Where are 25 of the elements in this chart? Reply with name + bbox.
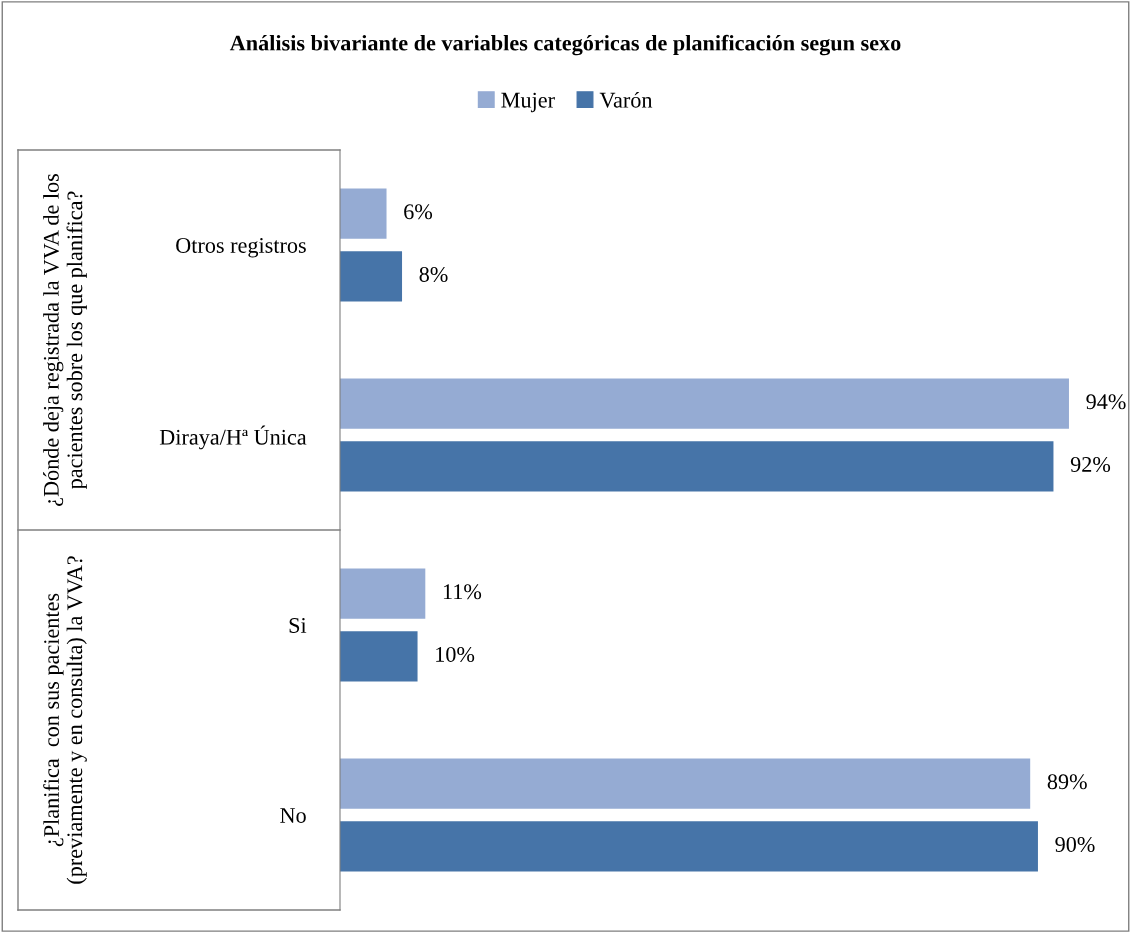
data-label: 6%	[404, 204, 433, 220]
bar	[340, 631, 418, 682]
bar	[340, 378, 1069, 429]
bar	[340, 251, 403, 302]
legend-label: Varón	[599, 91, 653, 108]
text: ¿Dónde deja registrada la VVA de los pacientes sobre los que planifica?	[43, 173, 87, 506]
data-label: 10%	[436, 646, 475, 662]
legend-label: Mujer	[501, 92, 555, 113]
data-label: 94%	[1086, 394, 1126, 410]
bar	[340, 441, 1054, 492]
data-label: 11%	[443, 584, 482, 600]
bar	[340, 568, 426, 619]
text: ¿Planifica con sus pacientes (previamente y en consulta) la VVA?	[43, 556, 87, 884]
y-tick-label: Otros registros	[176, 237, 306, 258]
bar	[340, 188, 387, 239]
y-tick-label: Diraya/Hª Única	[159, 425, 307, 450]
chart-title: Análisis bivariante de variables categóricas de planificación segun sexo	[229, 34, 901, 56]
bar	[340, 758, 1031, 809]
y-tick-label: No	[280, 808, 306, 823]
data-label: 89%	[1047, 774, 1087, 790]
bar	[340, 821, 1038, 872]
data-label: 8%	[419, 266, 448, 282]
data-label: 90%	[1055, 836, 1095, 852]
y-tick-label: Si	[289, 617, 307, 633]
data-label: 92%	[1070, 456, 1111, 472]
